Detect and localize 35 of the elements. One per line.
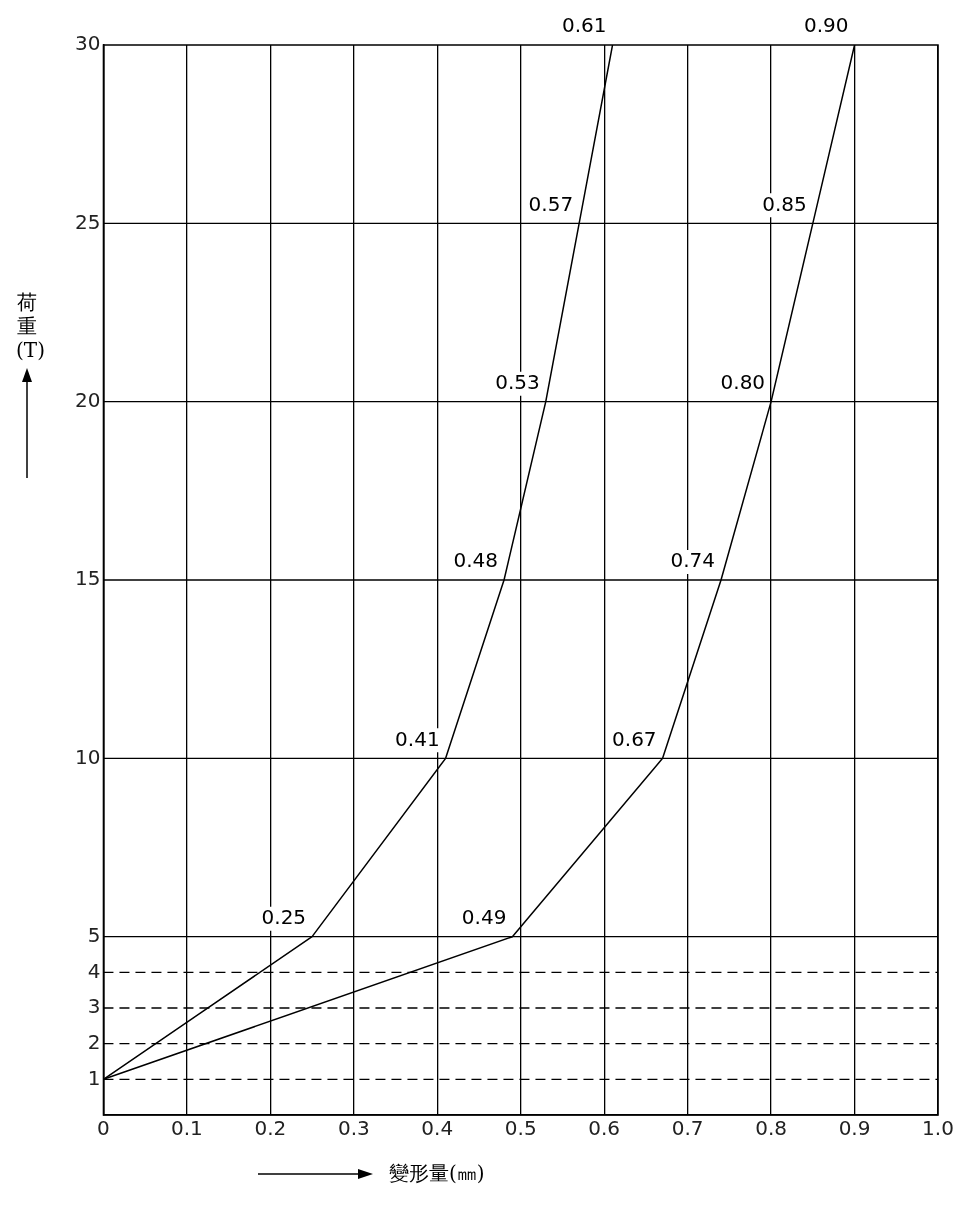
annotation: 0.67 <box>612 726 657 751</box>
annotation: 0.53 <box>495 369 540 394</box>
annotation: 0.25 <box>261 904 307 929</box>
annotation: 0.90 <box>804 13 849 38</box>
x-tick-label: 1.0 <box>922 1116 954 1141</box>
y-axis-title: 荷重(T) <box>16 290 45 362</box>
y-tick-label: 20 <box>75 387 101 412</box>
x-tick-label: 0.8 <box>755 1116 787 1141</box>
x-tick-label: 0.6 <box>588 1116 621 1141</box>
y-tick-label: 3 <box>87 994 101 1019</box>
annotation: 0.74 <box>670 548 716 573</box>
y-tick-label: 10 <box>75 744 101 769</box>
annotation: 0.49 <box>461 904 507 929</box>
x-tick-label: 0 <box>97 1116 110 1141</box>
x-tick-label: 0.4 <box>421 1116 454 1141</box>
annotation: 0.61 <box>561 13 607 38</box>
x-tick-label: 0.9 <box>838 1116 871 1141</box>
x-tick-label: 0.3 <box>337 1116 370 1141</box>
y-tick-label: 1 <box>87 1065 101 1090</box>
y-tick-label: 4 <box>87 958 101 983</box>
x-tick-label: 0.1 <box>171 1116 203 1141</box>
y-tick-label: 25 <box>75 209 101 234</box>
x-tick-label: 0.2 <box>254 1116 287 1141</box>
x-tick-label: 0.5 <box>504 1116 537 1141</box>
x-tick-label: 0.7 <box>671 1116 704 1141</box>
annotation: 0.48 <box>453 548 499 573</box>
annotation: 0.41 <box>395 726 440 751</box>
y-tick-label: 15 <box>75 566 101 591</box>
annotation: 0.80 <box>720 369 766 394</box>
y-tick-label: 2 <box>87 1029 101 1054</box>
y-tick-label: 30 <box>75 31 101 56</box>
y-tick-label: 5 <box>87 922 101 947</box>
annotation: 0.57 <box>528 191 574 216</box>
x-axis-title: 變形量(㎜) <box>389 1160 485 1187</box>
annotation: 0.85 <box>762 191 807 216</box>
